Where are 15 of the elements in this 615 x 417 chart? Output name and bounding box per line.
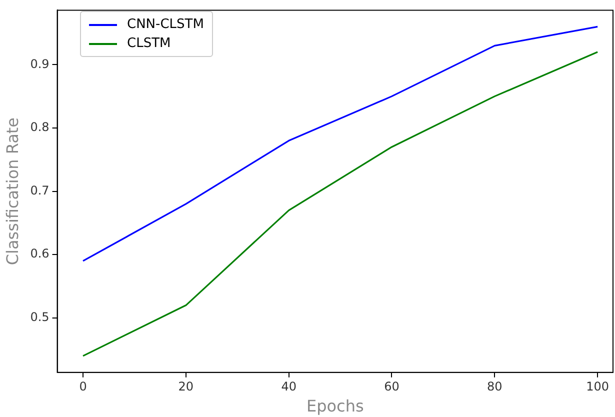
y-tick-label: 0.8 — [30, 120, 50, 134]
legend-label: CLSTM — [127, 36, 171, 51]
x-axis-title: Epochs — [306, 396, 364, 416]
y-tick-label: 0.6 — [30, 246, 50, 261]
x-tick-label: 20 — [178, 380, 194, 394]
legend-label: CNN-CLSTM — [127, 17, 204, 32]
y-tick-label: 0.7 — [30, 183, 50, 198]
x-tick-label: 40 — [281, 380, 296, 394]
y-tick-label: 0.5 — [30, 310, 50, 324]
x-tick-label: 100 — [586, 380, 610, 394]
y-tick-label: 0.9 — [30, 56, 50, 71]
x-tick-label: 60 — [384, 380, 400, 394]
y-axis-title: Classification Rate — [2, 117, 22, 266]
x-tick-label: 0 — [79, 380, 87, 394]
x-tick-label: 80 — [487, 380, 502, 394]
